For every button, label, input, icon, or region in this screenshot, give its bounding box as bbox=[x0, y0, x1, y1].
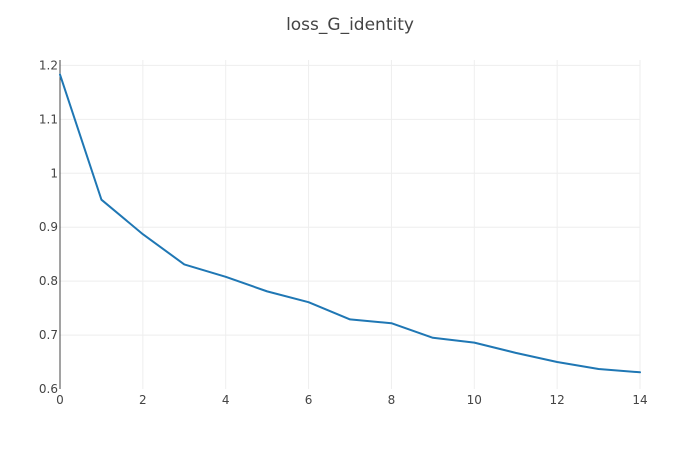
chart-title: loss_G_identity bbox=[286, 15, 414, 35]
x-tick-label: 10 bbox=[467, 393, 482, 407]
x-axis-ticks: 0 2 4 6 8 10 12 14 bbox=[56, 393, 647, 407]
x-tick-label: 8 bbox=[388, 393, 396, 407]
y-axis-ticks: 0.6 0.7 0.8 0.9 1 1.1 1.2 bbox=[39, 58, 58, 396]
y-tick-label: 1.1 bbox=[39, 112, 58, 126]
gridlines bbox=[60, 60, 641, 389]
y-tick-label: 1 bbox=[50, 166, 58, 180]
y-tick-label: 0.7 bbox=[39, 328, 58, 342]
x-tick-label: 0 bbox=[56, 393, 64, 407]
y-tick-label: 0.8 bbox=[39, 274, 58, 288]
y-tick-label: 0.9 bbox=[39, 220, 58, 234]
x-tick-label: 14 bbox=[632, 393, 647, 407]
x-tick-label: 4 bbox=[222, 393, 230, 407]
y-tick-label: 0.6 bbox=[39, 382, 58, 396]
x-tick-label: 2 bbox=[139, 393, 147, 407]
x-tick-label: 6 bbox=[305, 393, 313, 407]
series bbox=[59, 73, 641, 374]
y-tick-label: 1.2 bbox=[39, 58, 58, 72]
x-tick-label: 12 bbox=[550, 393, 565, 407]
